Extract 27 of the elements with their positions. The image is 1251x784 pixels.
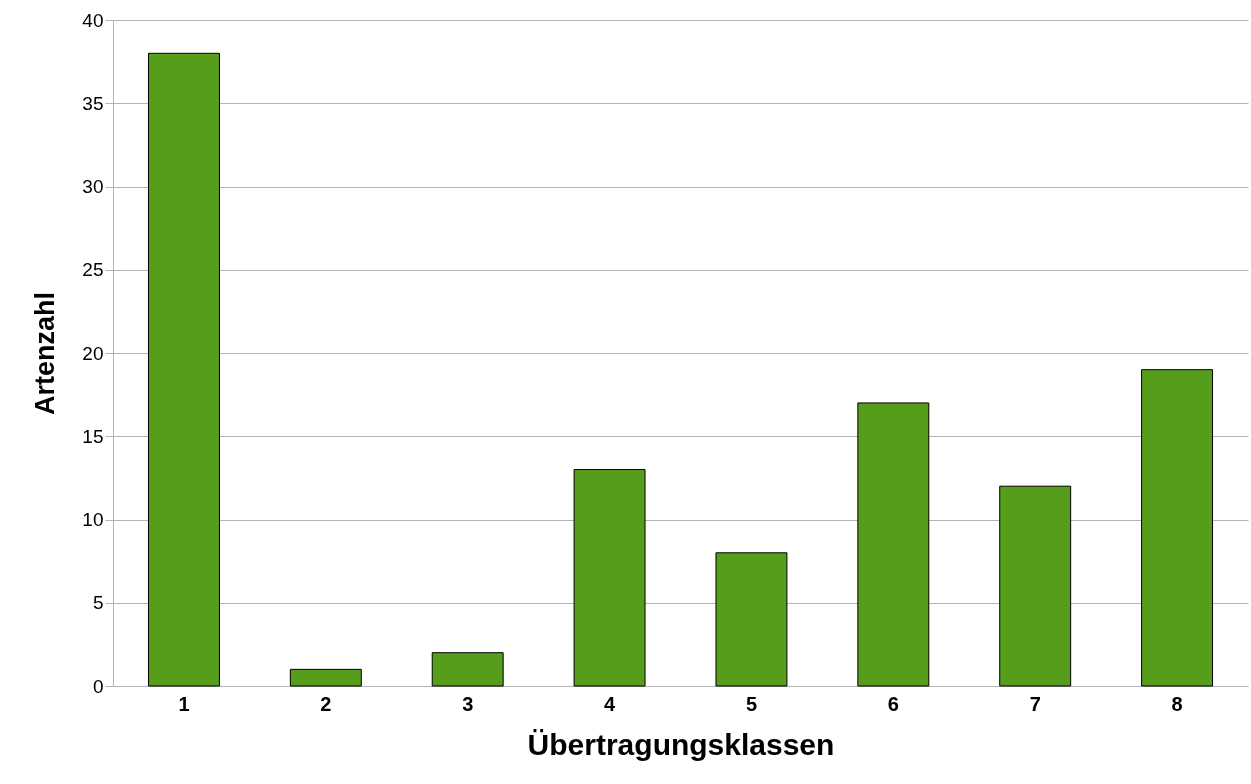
x-tick-label: 8 [1171, 692, 1183, 715]
bar [857, 402, 930, 687]
x-tick-label: 7 [1029, 692, 1041, 715]
y-tick-label: 25 [82, 259, 104, 281]
x-tick-label: 5 [745, 692, 757, 715]
x-tick-label: 2 [320, 692, 332, 715]
bar [1141, 369, 1214, 687]
y-tick-label: 0 [92, 675, 104, 697]
bar [715, 552, 788, 687]
y-tick-label: 35 [82, 92, 104, 114]
y-tick-label: 10 [82, 509, 104, 530]
x-axis-title: Übertragungsklassen [527, 727, 835, 761]
bar [999, 485, 1072, 687]
x-tick-label: 6 [887, 692, 899, 715]
x-tick-label: 1 [178, 692, 190, 715]
bar [147, 52, 220, 687]
bar [431, 652, 504, 687]
y-tick-label: 40 [82, 9, 104, 31]
y-tick-label: 15 [82, 425, 104, 447]
x-tick-label: 4 [604, 692, 616, 715]
y-axis-title: Artenzahl [30, 291, 61, 416]
y-tick-label: 30 [82, 176, 104, 197]
y-tick-label: 5 [92, 592, 104, 614]
bar [289, 668, 362, 687]
y-tick-label: 20 [82, 342, 104, 364]
x-tick-label: 3 [462, 692, 474, 715]
bar [573, 469, 646, 687]
